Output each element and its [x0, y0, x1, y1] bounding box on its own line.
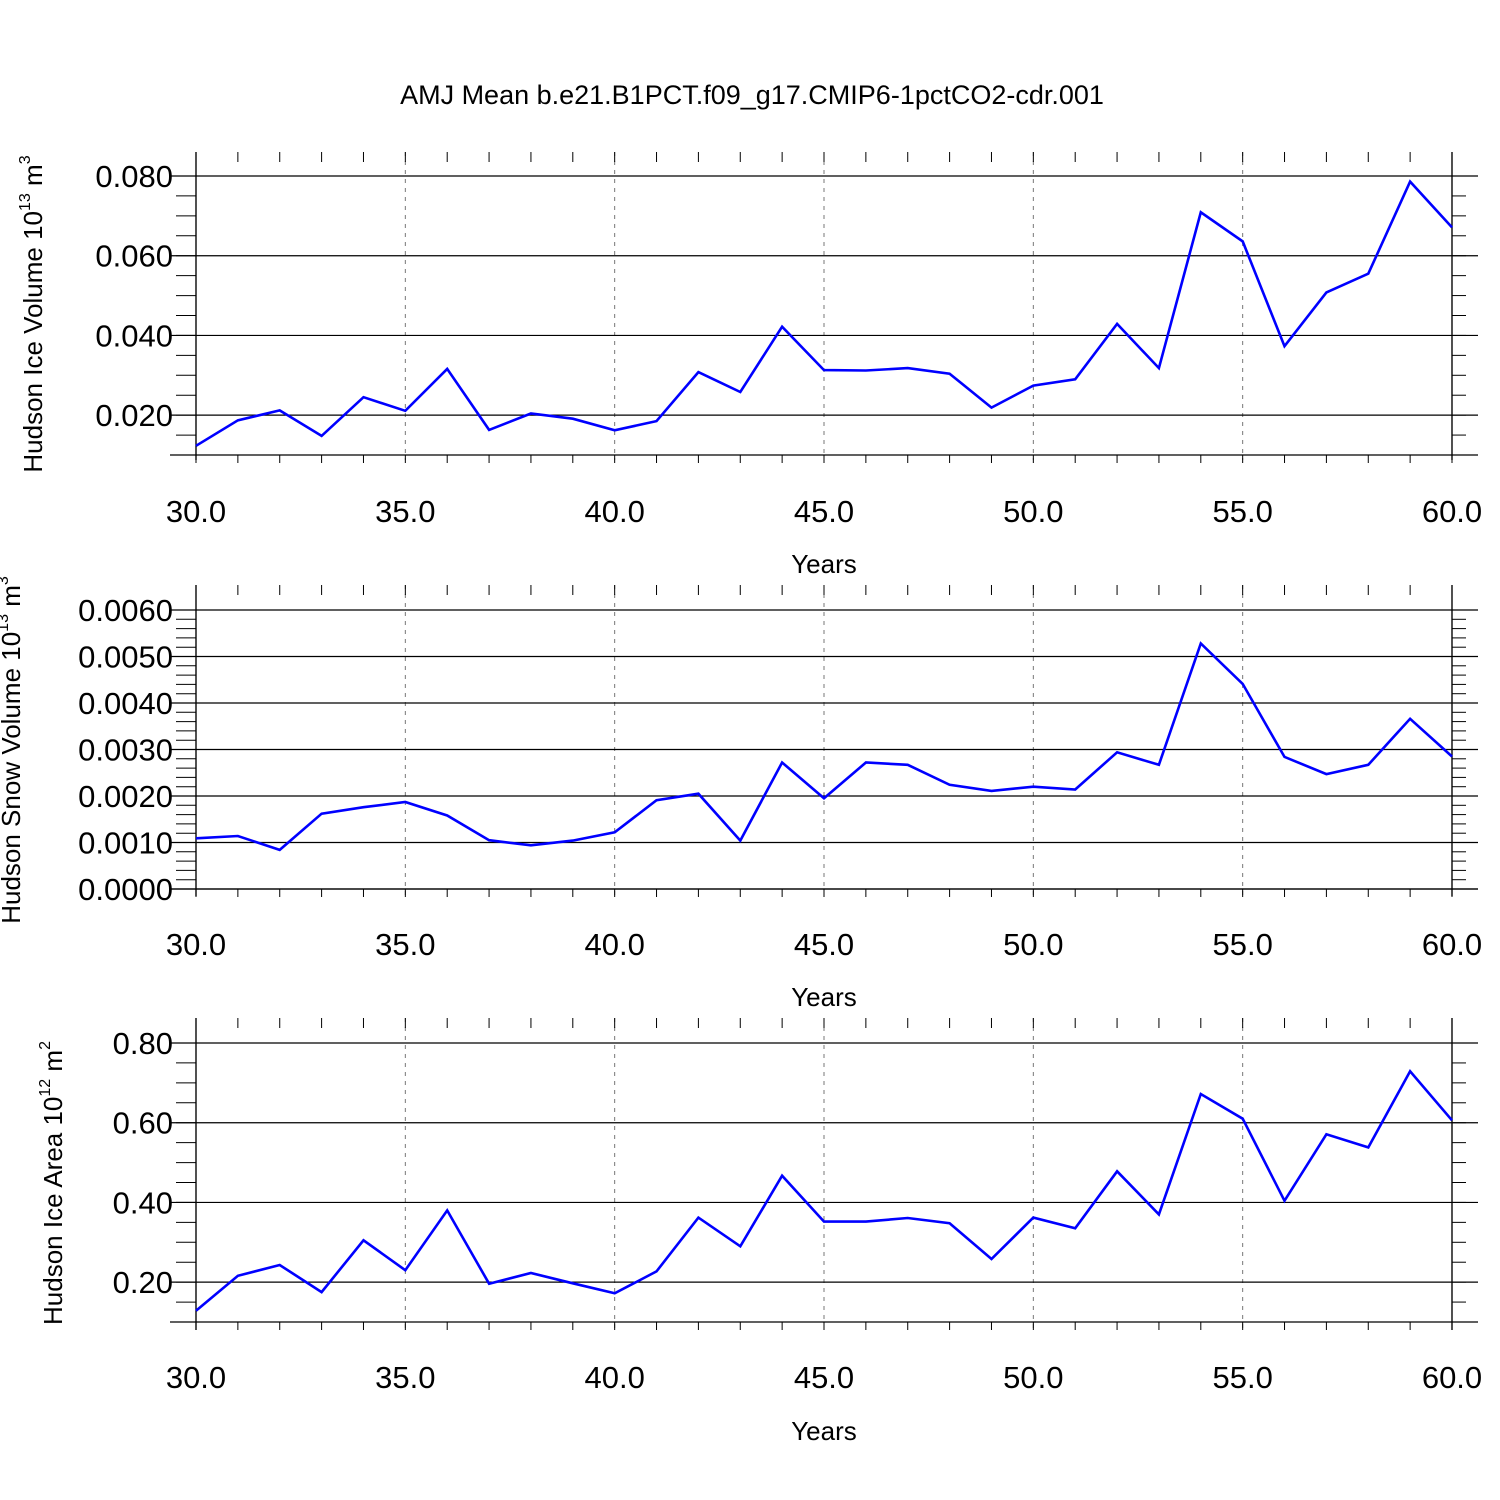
x-tick-label: 45.0: [794, 927, 854, 962]
y-axis-label: Hudson Ice Area 1012 m2: [37, 1041, 68, 1325]
y-tick-label: 0.20: [113, 1265, 173, 1300]
x-tick-label: 45.0: [794, 494, 854, 529]
y-tick-label: 0.040: [95, 318, 173, 353]
series-line: [195, 1069, 1453, 1312]
y-tick-label: 0.020: [95, 398, 173, 433]
x-tick-label: 55.0: [1212, 1360, 1272, 1395]
x-tick-label: 50.0: [1003, 1360, 1063, 1395]
snow-volume-panel: 30.0 35.0 40.0 45.0 50.0 55.0 60.0 0.0000 0.0010…: [0, 576, 1482, 1012]
x-axis-label: Years: [791, 982, 857, 1012]
x-tick-label: 35.0: [375, 494, 435, 529]
y-tick-label: 0.0030: [78, 733, 173, 768]
x-tick-label: 50.0: [1003, 927, 1063, 962]
y-tick-label: 0.0050: [78, 640, 173, 675]
chart-title: AMJ Mean b.e21.B1PCT.f09_g17.CMIP6-1pctC…: [400, 80, 1104, 110]
x-tick-label: 40.0: [584, 927, 644, 962]
x-tick-label: 45.0: [794, 1360, 854, 1395]
y-tick-label: 0.060: [95, 239, 173, 274]
y-tick-label: 0.0010: [78, 826, 173, 861]
ice-volume-panel: 30.0 35.0 40.0 45.0 50.0 55.0 60.0 0.020 0.040 0.…: [17, 152, 1482, 579]
x-tick-label: 40.0: [584, 1360, 644, 1395]
x-tick-label: 30.0: [166, 494, 226, 529]
x-tick-label: 55.0: [1212, 927, 1272, 962]
x-tick-label: 30.0: [166, 1360, 226, 1395]
x-tick-label: 55.0: [1212, 494, 1272, 529]
series-line: [195, 179, 1453, 447]
x-tick-label: 35.0: [375, 927, 435, 962]
x-axis-label: Years: [791, 549, 857, 579]
y-tick-label: 0.0000: [78, 872, 173, 907]
x-tick-label: 40.0: [584, 494, 644, 529]
x-tick-label: 60.0: [1422, 927, 1482, 962]
x-axis-label: Years: [791, 1416, 857, 1446]
y-tick-label: 0.80: [113, 1026, 173, 1061]
y-axis-label: Hudson Snow Volume 1013 m3: [0, 576, 26, 924]
y-axis-label: Hudson Ice Volume 1013 m3: [17, 155, 48, 472]
x-tick-label: 60.0: [1422, 1360, 1482, 1395]
y-tick-label: 0.40: [113, 1185, 173, 1220]
x-tick-label: 35.0: [375, 1360, 435, 1395]
x-tick-label: 60.0: [1422, 494, 1482, 529]
series-line: [195, 641, 1453, 852]
y-tick-label: 0.60: [113, 1106, 173, 1141]
y-tick-label: 0.080: [95, 159, 173, 194]
x-tick-label: 50.0: [1003, 494, 1063, 529]
y-tick-label: 0.0060: [78, 593, 173, 628]
y-tick-label: 0.0040: [78, 686, 173, 721]
y-tick-label: 0.0020: [78, 779, 173, 814]
ice-area-panel: 30.0 35.0 40.0 45.0 50.0 55.0 60.0 0.20 0.40 0.60…: [37, 1018, 1482, 1446]
x-tick-label: 30.0: [166, 927, 226, 962]
